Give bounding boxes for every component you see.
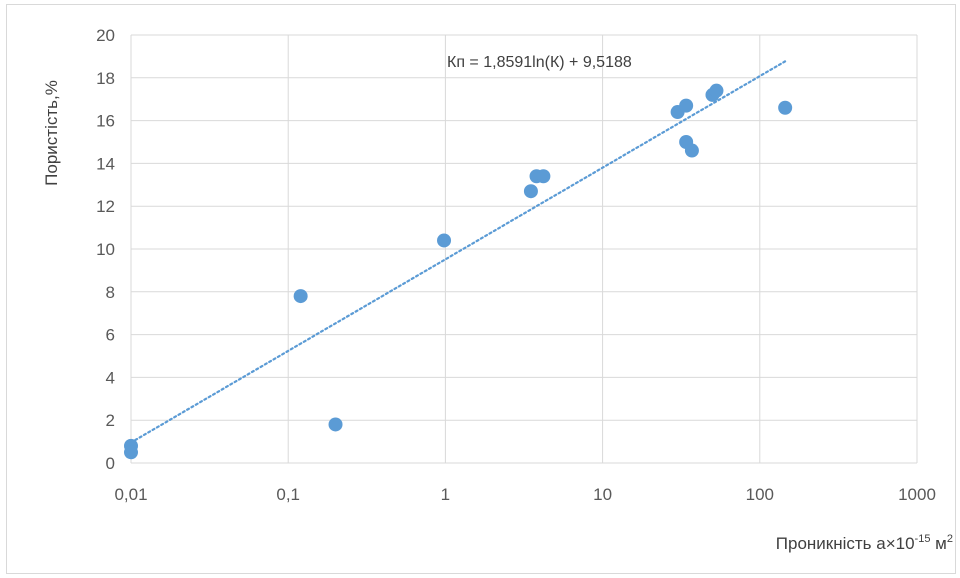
data-point: [778, 100, 793, 115]
trendline: [129, 60, 787, 444]
data-point: [124, 445, 138, 460]
y-tick-label: 20: [96, 26, 115, 45]
trendline-equation-label: Кп = 1,8591ln(К) + 9,5188: [447, 54, 632, 71]
y-tick-label: 0: [106, 454, 115, 473]
data-point: [684, 143, 699, 158]
tick-labels: 0 2 4 6 8 10 12 14 16 18 20 0,01 0,1 1 10 100 1000: [96, 26, 936, 504]
x-tick-label: 10: [593, 485, 612, 504]
y-tick-label: 14: [96, 154, 115, 173]
y-tick-label: 8: [106, 283, 115, 302]
data-point: [437, 233, 452, 248]
y-tick-label: 2: [106, 411, 115, 430]
y-axis-title: Пористість,%: [42, 80, 61, 186]
data-point: [709, 83, 724, 98]
x-axis-title-unit: м: [930, 534, 946, 553]
trendline-group: [129, 60, 787, 444]
x-tick-label: 1: [441, 485, 450, 504]
x-tick-label: 0,1: [276, 485, 300, 504]
gridlines: [130, 34, 918, 464]
scatter-chart: 0 2 4 6 8 10 12 14 16 18 20 0,01 0,1 1 10 100 1000 Кп = …: [42, 26, 953, 553]
y-tick-label: 10: [96, 240, 115, 259]
data-points: [124, 83, 793, 460]
x-tick-label: 0,01: [114, 485, 147, 504]
x-axis-title-base: Проникність а×10: [776, 534, 915, 553]
chart-area: 0 2 4 6 8 10 12 14 16 18 20 0,01 0,1 1 10 100 1000 Кп = …: [6, 4, 956, 574]
y-tick-label: 6: [106, 326, 115, 345]
y-tick-label: 18: [96, 69, 115, 88]
x-axis-title: Проникність а×10-15 м2: [776, 533, 953, 553]
x-tick-label: 100: [746, 485, 774, 504]
y-tick-label: 12: [96, 197, 115, 216]
y-tick-label: 4: [106, 368, 115, 387]
x-axis-title-unit-exponent: 2: [947, 533, 953, 545]
data-point: [293, 289, 308, 304]
y-tick-label: 16: [96, 112, 115, 131]
x-tick-label: 1000: [898, 485, 936, 504]
data-point: [536, 169, 551, 184]
data-point: [328, 417, 343, 432]
data-point: [679, 98, 694, 113]
data-point: [523, 184, 538, 199]
x-axis-title-exponent: -15: [915, 533, 931, 545]
